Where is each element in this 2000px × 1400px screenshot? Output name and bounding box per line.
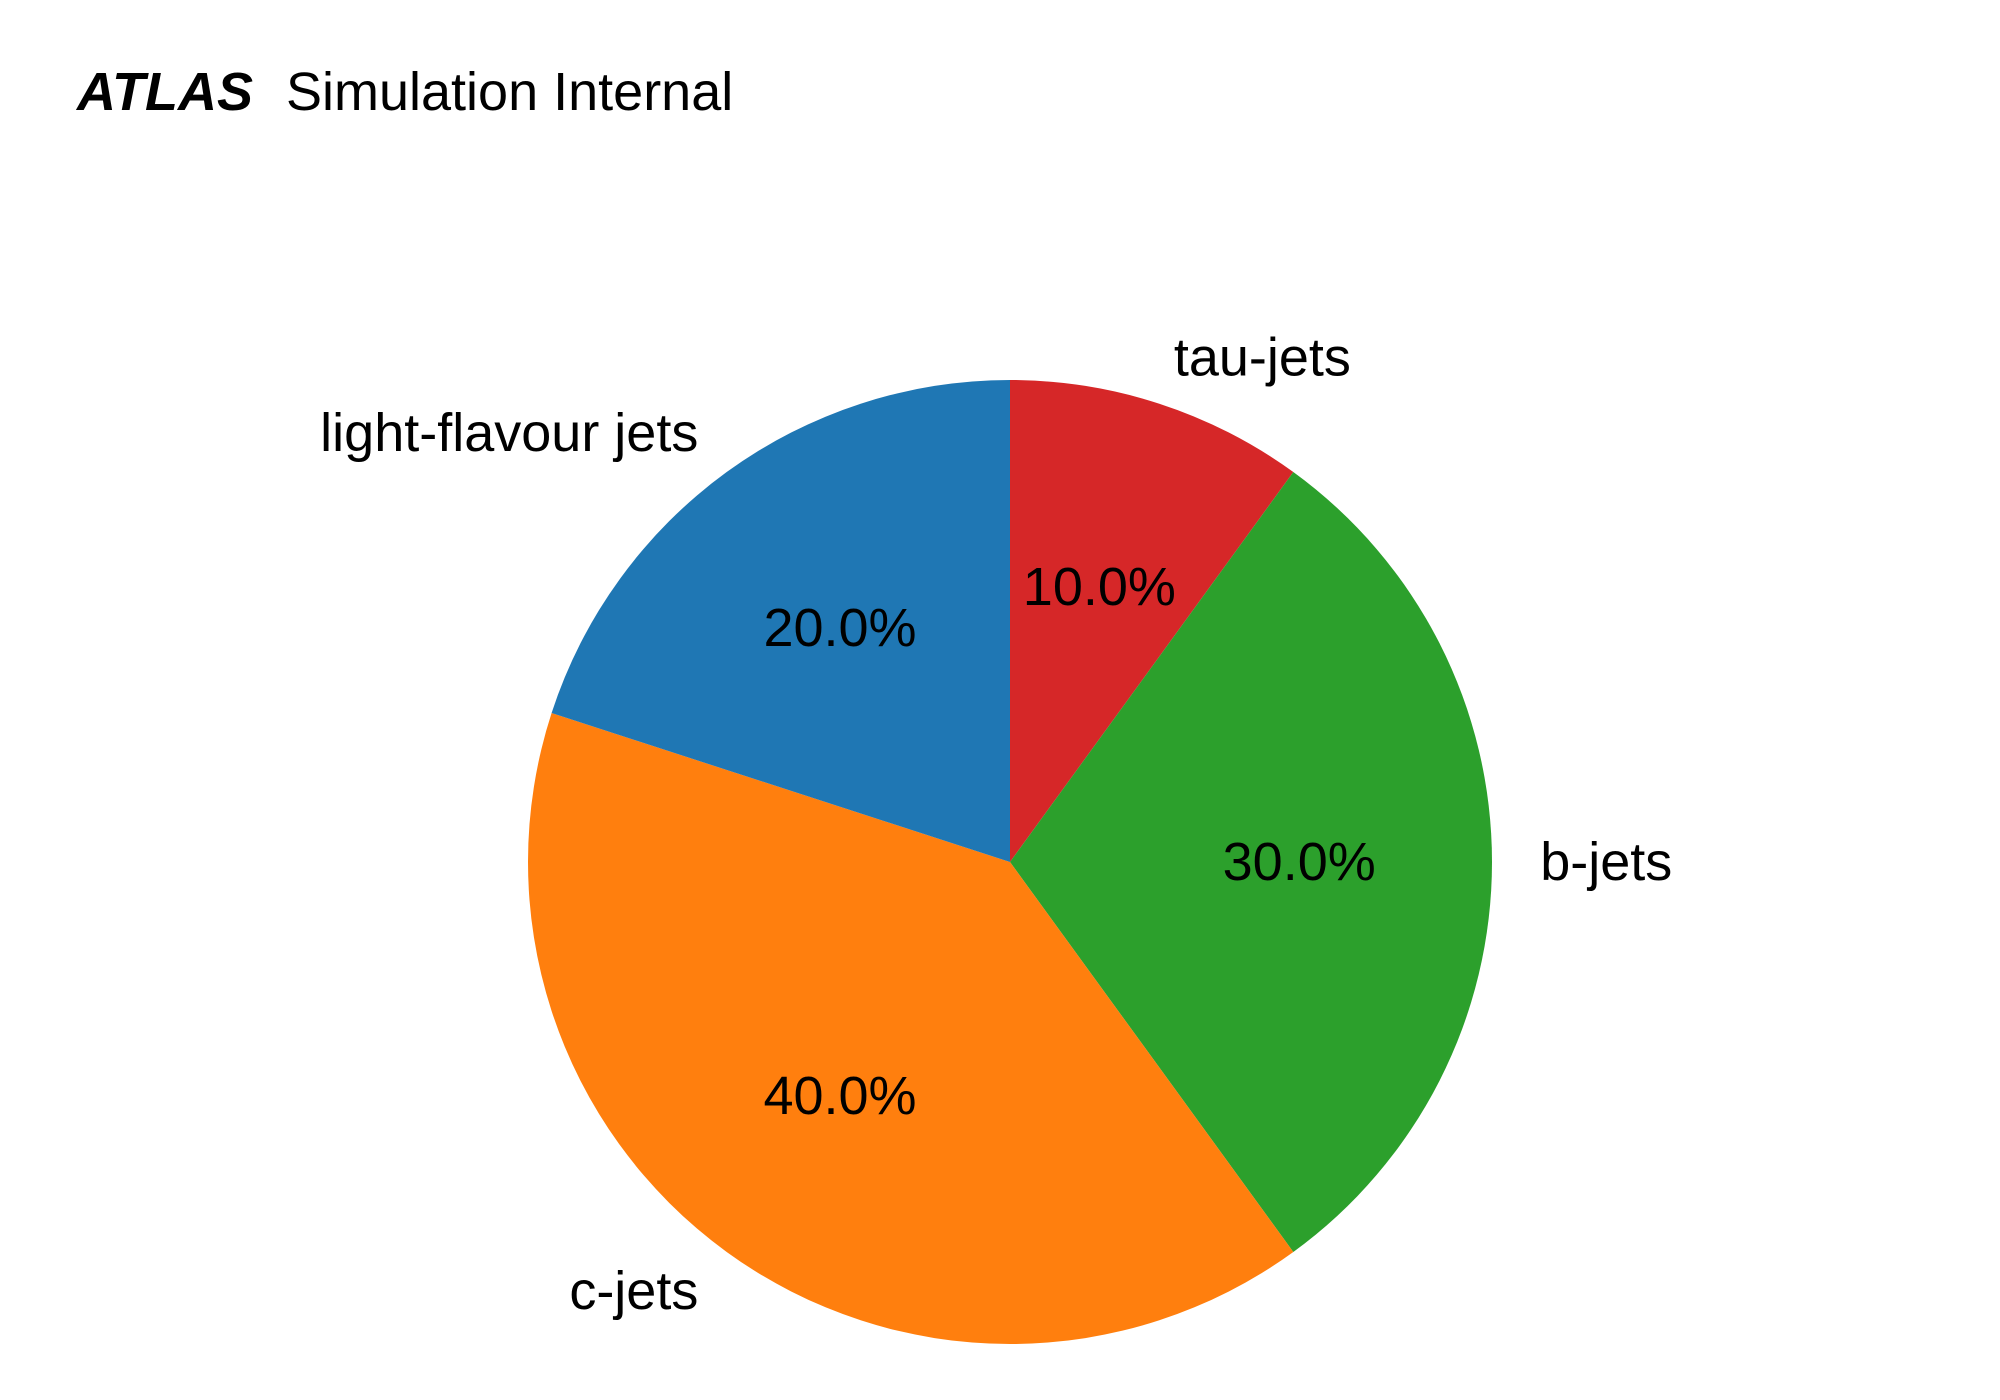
pct-label-tau-jets: 10.0% [1023, 557, 1176, 617]
pie-slice-light-flavour-jets [551, 380, 1010, 862]
pct-label-light-flavour-jets: 20.0% [763, 598, 916, 658]
slice-labels: tau-jets b-jets c-jets light-flavour jets [320, 328, 1672, 1321]
slice-label-tau-jets: tau-jets [1174, 328, 1351, 388]
percentage-labels: 10.0% 30.0% 40.0% 20.0% [763, 557, 1375, 1126]
pct-label-b-jets: 30.0% [1223, 832, 1376, 892]
slice-label-b-jets: b-jets [1540, 832, 1672, 892]
pie-slice-c-jets [528, 713, 1294, 1344]
atlas-label: ATLAS Simulation Internal [75, 62, 733, 122]
brand-suffix: Simulation Internal [286, 62, 733, 122]
brand-atlas: ATLAS [75, 62, 253, 122]
slice-label-light-flavour-jets: light-flavour jets [320, 403, 698, 463]
slice-label-c-jets: c-jets [569, 1261, 698, 1321]
pie-slice-tau-jets [1010, 380, 1294, 862]
pie-slices [528, 380, 1492, 1344]
pie-slice-b-jets [1010, 472, 1492, 1252]
pct-label-c-jets: 40.0% [763, 1066, 916, 1126]
